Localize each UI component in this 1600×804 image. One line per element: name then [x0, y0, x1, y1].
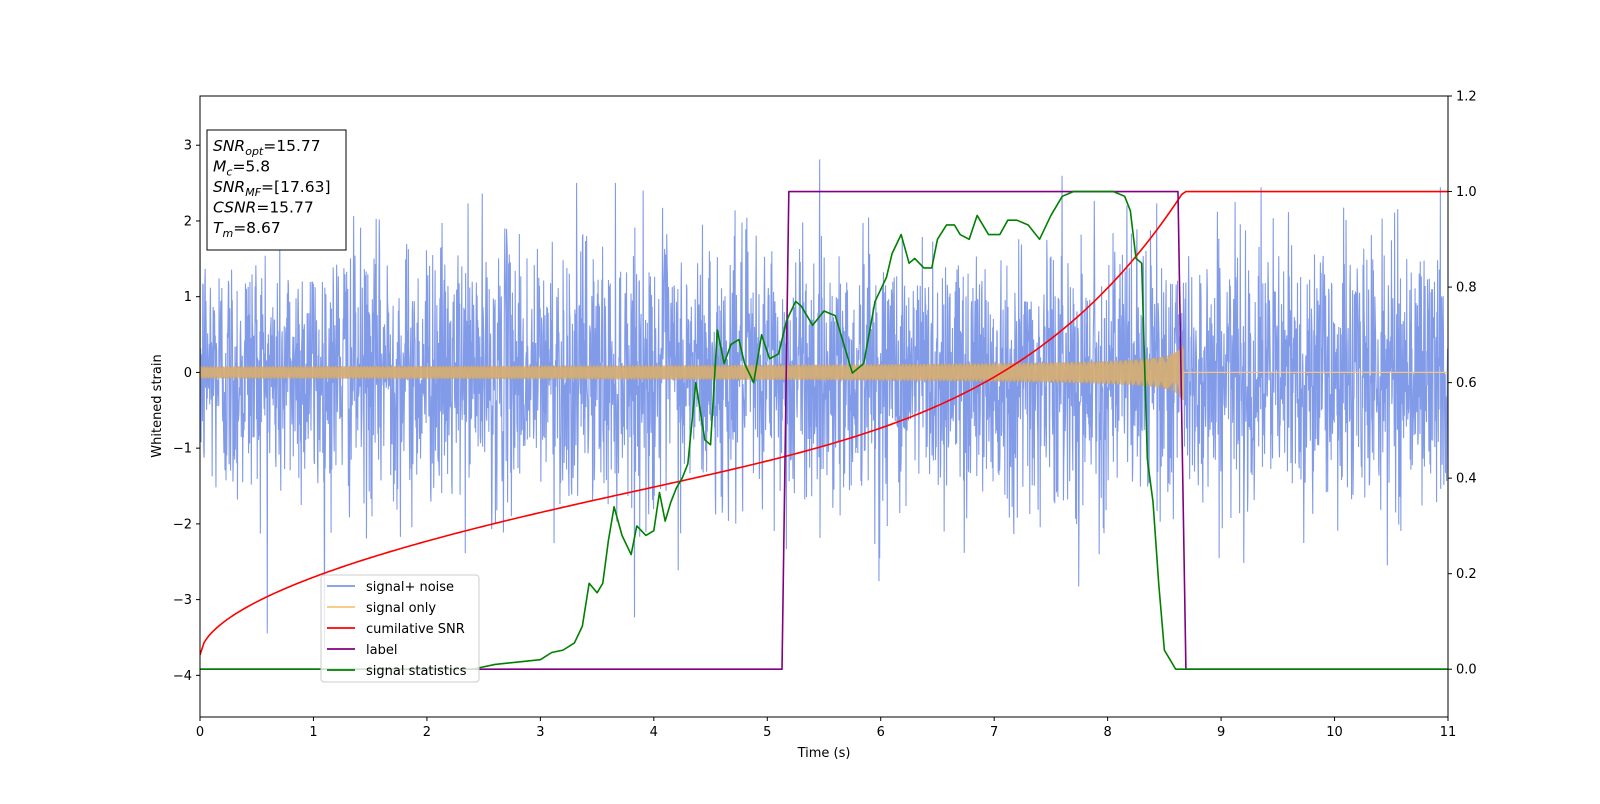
- right-y-tick-label: 0.4: [1456, 472, 1477, 487]
- left-y-tick-label: −2: [173, 517, 192, 532]
- x-tick-label: 4: [650, 725, 658, 740]
- x-tick-label: 8: [1103, 725, 1111, 740]
- signal-noise-series: [200, 159, 1448, 649]
- y-axis-title: Whitened strain: [150, 354, 165, 457]
- x-tick-label: 2: [423, 725, 431, 740]
- x-tick-label: 6: [877, 725, 885, 740]
- left-y-tick-label: 0: [184, 366, 192, 381]
- info-line: Mc=5.8: [213, 158, 270, 179]
- signal-statistics-line: [200, 190, 1448, 671]
- signal-only-envelope: [200, 344, 1184, 401]
- right-y-axis-ticks: 1.2 1.0 0.8 0.6 0.4 0.2 0.0: [1448, 90, 1477, 678]
- left-y-tick-label: −4: [173, 669, 192, 684]
- right-y-tick-label: 1.2: [1456, 90, 1477, 105]
- right-axis-series-group: [200, 190, 1448, 671]
- right-y-tick-label: 0.0: [1456, 663, 1477, 678]
- left-y-tick-label: 2: [184, 214, 192, 229]
- left-y-tick-label: −3: [173, 593, 192, 608]
- right-y-tick-label: 1.0: [1456, 185, 1477, 200]
- legend-label: signal only: [366, 601, 436, 616]
- info-line: Tm=8.67: [213, 219, 281, 240]
- legend-label: cumilative SNR: [366, 622, 465, 637]
- left-y-tick-label: −1: [173, 442, 192, 457]
- info-line: CSNR=15.77: [213, 199, 314, 217]
- x-tick-label: 3: [536, 725, 544, 740]
- legend-label: signal statistics: [366, 664, 467, 679]
- signal-only-series: [200, 344, 1448, 401]
- x-tick-label: 7: [990, 725, 998, 740]
- signal-noise-line: [200, 159, 1448, 649]
- left-y-tick-label: 1: [184, 290, 192, 305]
- left-y-axis-ticks: 3 2 1 0 −1 −2 −3 −4: [173, 139, 200, 684]
- x-tick-label: 1: [309, 725, 317, 740]
- cumilative-snr-line: [200, 190, 1448, 656]
- right-y-tick-label: 0.6: [1456, 376, 1477, 391]
- x-axis-ticks: 0 1 2 3 4 5 6 7 8 9 10 11: [196, 717, 1456, 740]
- legend-label: label: [366, 643, 397, 658]
- x-tick-label: 0: [196, 725, 204, 740]
- x-axis-title: Time (s): [797, 746, 851, 761]
- info-line: SNRopt=15.77: [213, 137, 321, 158]
- info-box: SNRopt=15.77Mc=5.8SNRMF=[17.63]CSNR=15.7…: [206, 129, 347, 251]
- right-y-tick-label: 0.2: [1456, 567, 1477, 582]
- right-y-tick-label: 0.8: [1456, 281, 1477, 296]
- x-tick-label: 10: [1326, 725, 1343, 740]
- info-line: SNRMF=[17.63]: [213, 178, 331, 199]
- x-tick-label: 9: [1217, 725, 1225, 740]
- left-y-tick-label: 3: [184, 139, 192, 154]
- x-tick-label: 11: [1440, 725, 1457, 740]
- legend-label: signal+ noise: [366, 580, 454, 595]
- plot-frame: [199, 95, 1449, 718]
- x-tick-label: 5: [763, 725, 771, 740]
- legend: signal+ noise signal only cumilative SNR la…: [320, 574, 480, 683]
